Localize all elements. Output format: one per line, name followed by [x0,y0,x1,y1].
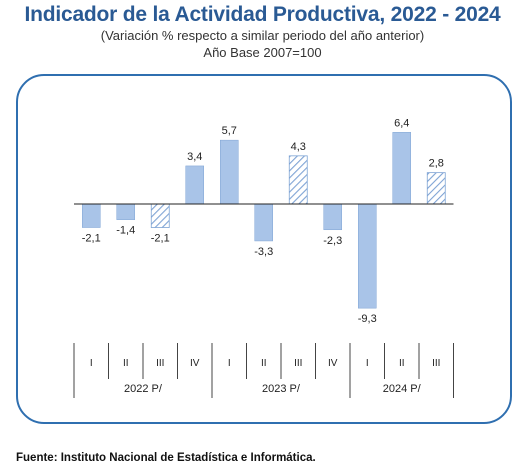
data-label-5: 5,7 [222,125,237,137]
chart-frame [16,74,512,424]
bar-4 [185,165,204,205]
quarter-label: IV [328,358,338,369]
data-label-4: 3,4 [187,151,202,163]
quarter-label: III [156,358,164,369]
data-label-3: -2,1 [151,233,170,245]
quarter-label: II [123,358,129,369]
data-label-9: -9,3 [358,313,377,325]
data-label-11: 2,8 [429,158,444,170]
quarter-label: III [294,358,302,369]
data-label-10: 6,4 [394,117,409,129]
quarter-label: III [432,358,440,369]
base-year-note: Año Base 2007=100 [203,45,322,60]
source-note: Fuente: Instituto Nacional de Estadístic… [16,452,316,464]
quarter-label: I [90,358,93,369]
bar-8 [323,203,342,231]
year-group-label: 2024 P/ [383,383,422,395]
bar-3 [150,203,170,228]
bar-2 [116,203,135,220]
bar-5 [220,139,239,205]
quarter-label: I [366,358,369,369]
data-label-1: -2,1 [82,233,101,245]
bar-6 [254,203,273,242]
chart-subtitle: (Variación % respecto a similar periodo … [100,28,425,43]
bar-7 [288,155,308,205]
bar-11 [426,172,446,205]
year-group-label: 2023 P/ [262,383,301,395]
data-label-6: -3,3 [254,246,273,258]
quarter-label: II [399,358,405,369]
data-label-8: -2,3 [323,235,342,247]
data-label-7: 4,3 [291,141,306,153]
bar-10 [392,132,411,205]
bar-9 [358,203,377,309]
chart-title: Indicador de la Actividad Productiva, 20… [24,3,501,26]
quarter-label: IV [190,358,200,369]
bar-1 [82,203,101,228]
year-group-label: 2022 P/ [124,383,163,395]
quarter-label: II [261,358,267,369]
quarter-label: I [228,358,231,369]
data-label-2: -1,4 [116,225,135,237]
